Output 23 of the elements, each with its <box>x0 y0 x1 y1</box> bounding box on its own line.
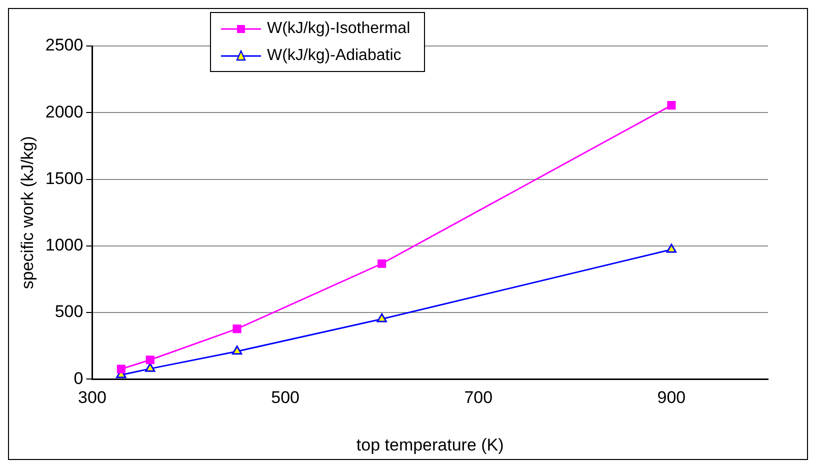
x-tick-label: 300 <box>78 388 106 408</box>
y-tick-label: 2000 <box>45 102 84 122</box>
point <box>145 362 156 372</box>
y-tick-label: 0 <box>74 368 84 388</box>
y-tick-label: 1000 <box>45 236 84 255</box>
point <box>116 364 126 374</box>
y-tick-label: 500 <box>54 302 84 322</box>
legend-label: W(kJ/kg)-Adiabatic <box>267 46 402 64</box>
point <box>667 101 676 110</box>
point <box>232 324 242 334</box>
x-tick-label: 900 <box>657 388 686 408</box>
x-tick-label: 700 <box>464 388 493 408</box>
x-axis-title: top temperature (K) <box>356 435 504 454</box>
point <box>146 356 154 364</box>
point <box>376 313 387 322</box>
x-tick-label: 500 <box>271 388 300 408</box>
point <box>232 346 242 355</box>
point <box>378 259 386 268</box>
y-tick-label: 2500 <box>45 36 84 55</box>
legend-label: W(kJ/kg)-Isothermal <box>267 20 410 38</box>
y-tick-label: 1500 <box>45 168 84 188</box>
point <box>666 244 677 253</box>
y-axis-title: specific work (kJ/kg) <box>18 136 37 290</box>
